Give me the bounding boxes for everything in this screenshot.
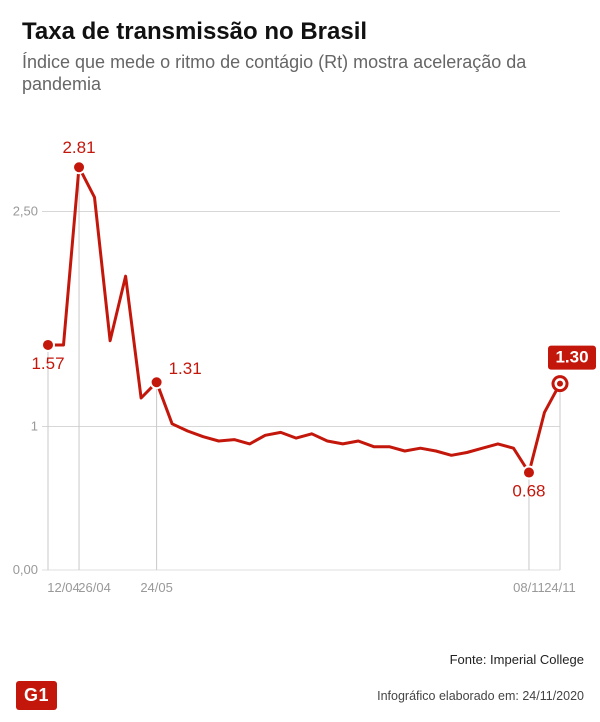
y-tick-label: 0,00 bbox=[13, 562, 38, 577]
g1-logo: G1 bbox=[16, 681, 57, 710]
data-point-label: 1.57 bbox=[31, 354, 64, 373]
source-text: Fonte: Imperial College bbox=[16, 652, 584, 667]
x-tick-label: 24/11 bbox=[544, 580, 576, 595]
header: Taxa de transmissão no Brasil Índice que… bbox=[0, 0, 600, 104]
data-point bbox=[42, 339, 54, 351]
chart-subtitle: Índice que mede o ritmo de contágio (Rt)… bbox=[22, 51, 578, 96]
data-point-label: 1.31 bbox=[169, 359, 202, 378]
y-tick-label: 1 bbox=[31, 419, 38, 434]
x-tick-label: 12/04 bbox=[47, 580, 80, 595]
data-point-label: 0.68 bbox=[512, 482, 545, 501]
y-tick-label: 2,50 bbox=[13, 204, 38, 219]
chart-area: 0,00 1 2,50 1.57 2.81 1.31 0.68 1.30 12/0426/04 2… bbox=[0, 110, 600, 630]
x-tick-label: 24/05 bbox=[140, 580, 173, 595]
data-point bbox=[73, 161, 85, 173]
data-point bbox=[151, 376, 163, 388]
data-point bbox=[523, 467, 535, 479]
chart-title: Taxa de transmissão no Brasil bbox=[22, 18, 578, 47]
x-tick-label: 26/04 bbox=[78, 580, 111, 595]
data-point-final-inner bbox=[557, 381, 563, 387]
line-chart: 0,00 1 2,50 1.57 2.81 1.31 0.68 1.30 12/0426/04 2… bbox=[0, 110, 600, 630]
x-tick-label: 08/11 bbox=[513, 580, 545, 595]
credit-row: G1 Infográfico elaborado em: 24/11/2020 bbox=[16, 681, 584, 710]
infographic-container: Taxa de transmissão no Brasil Índice que… bbox=[0, 0, 600, 722]
value-badge-text: 1.30 bbox=[555, 348, 588, 367]
data-point-label: 2.81 bbox=[62, 138, 95, 157]
footer: Fonte: Imperial College G1 Infográfico e… bbox=[0, 642, 600, 722]
credit-text: Infográfico elaborado em: 24/11/2020 bbox=[377, 689, 584, 703]
